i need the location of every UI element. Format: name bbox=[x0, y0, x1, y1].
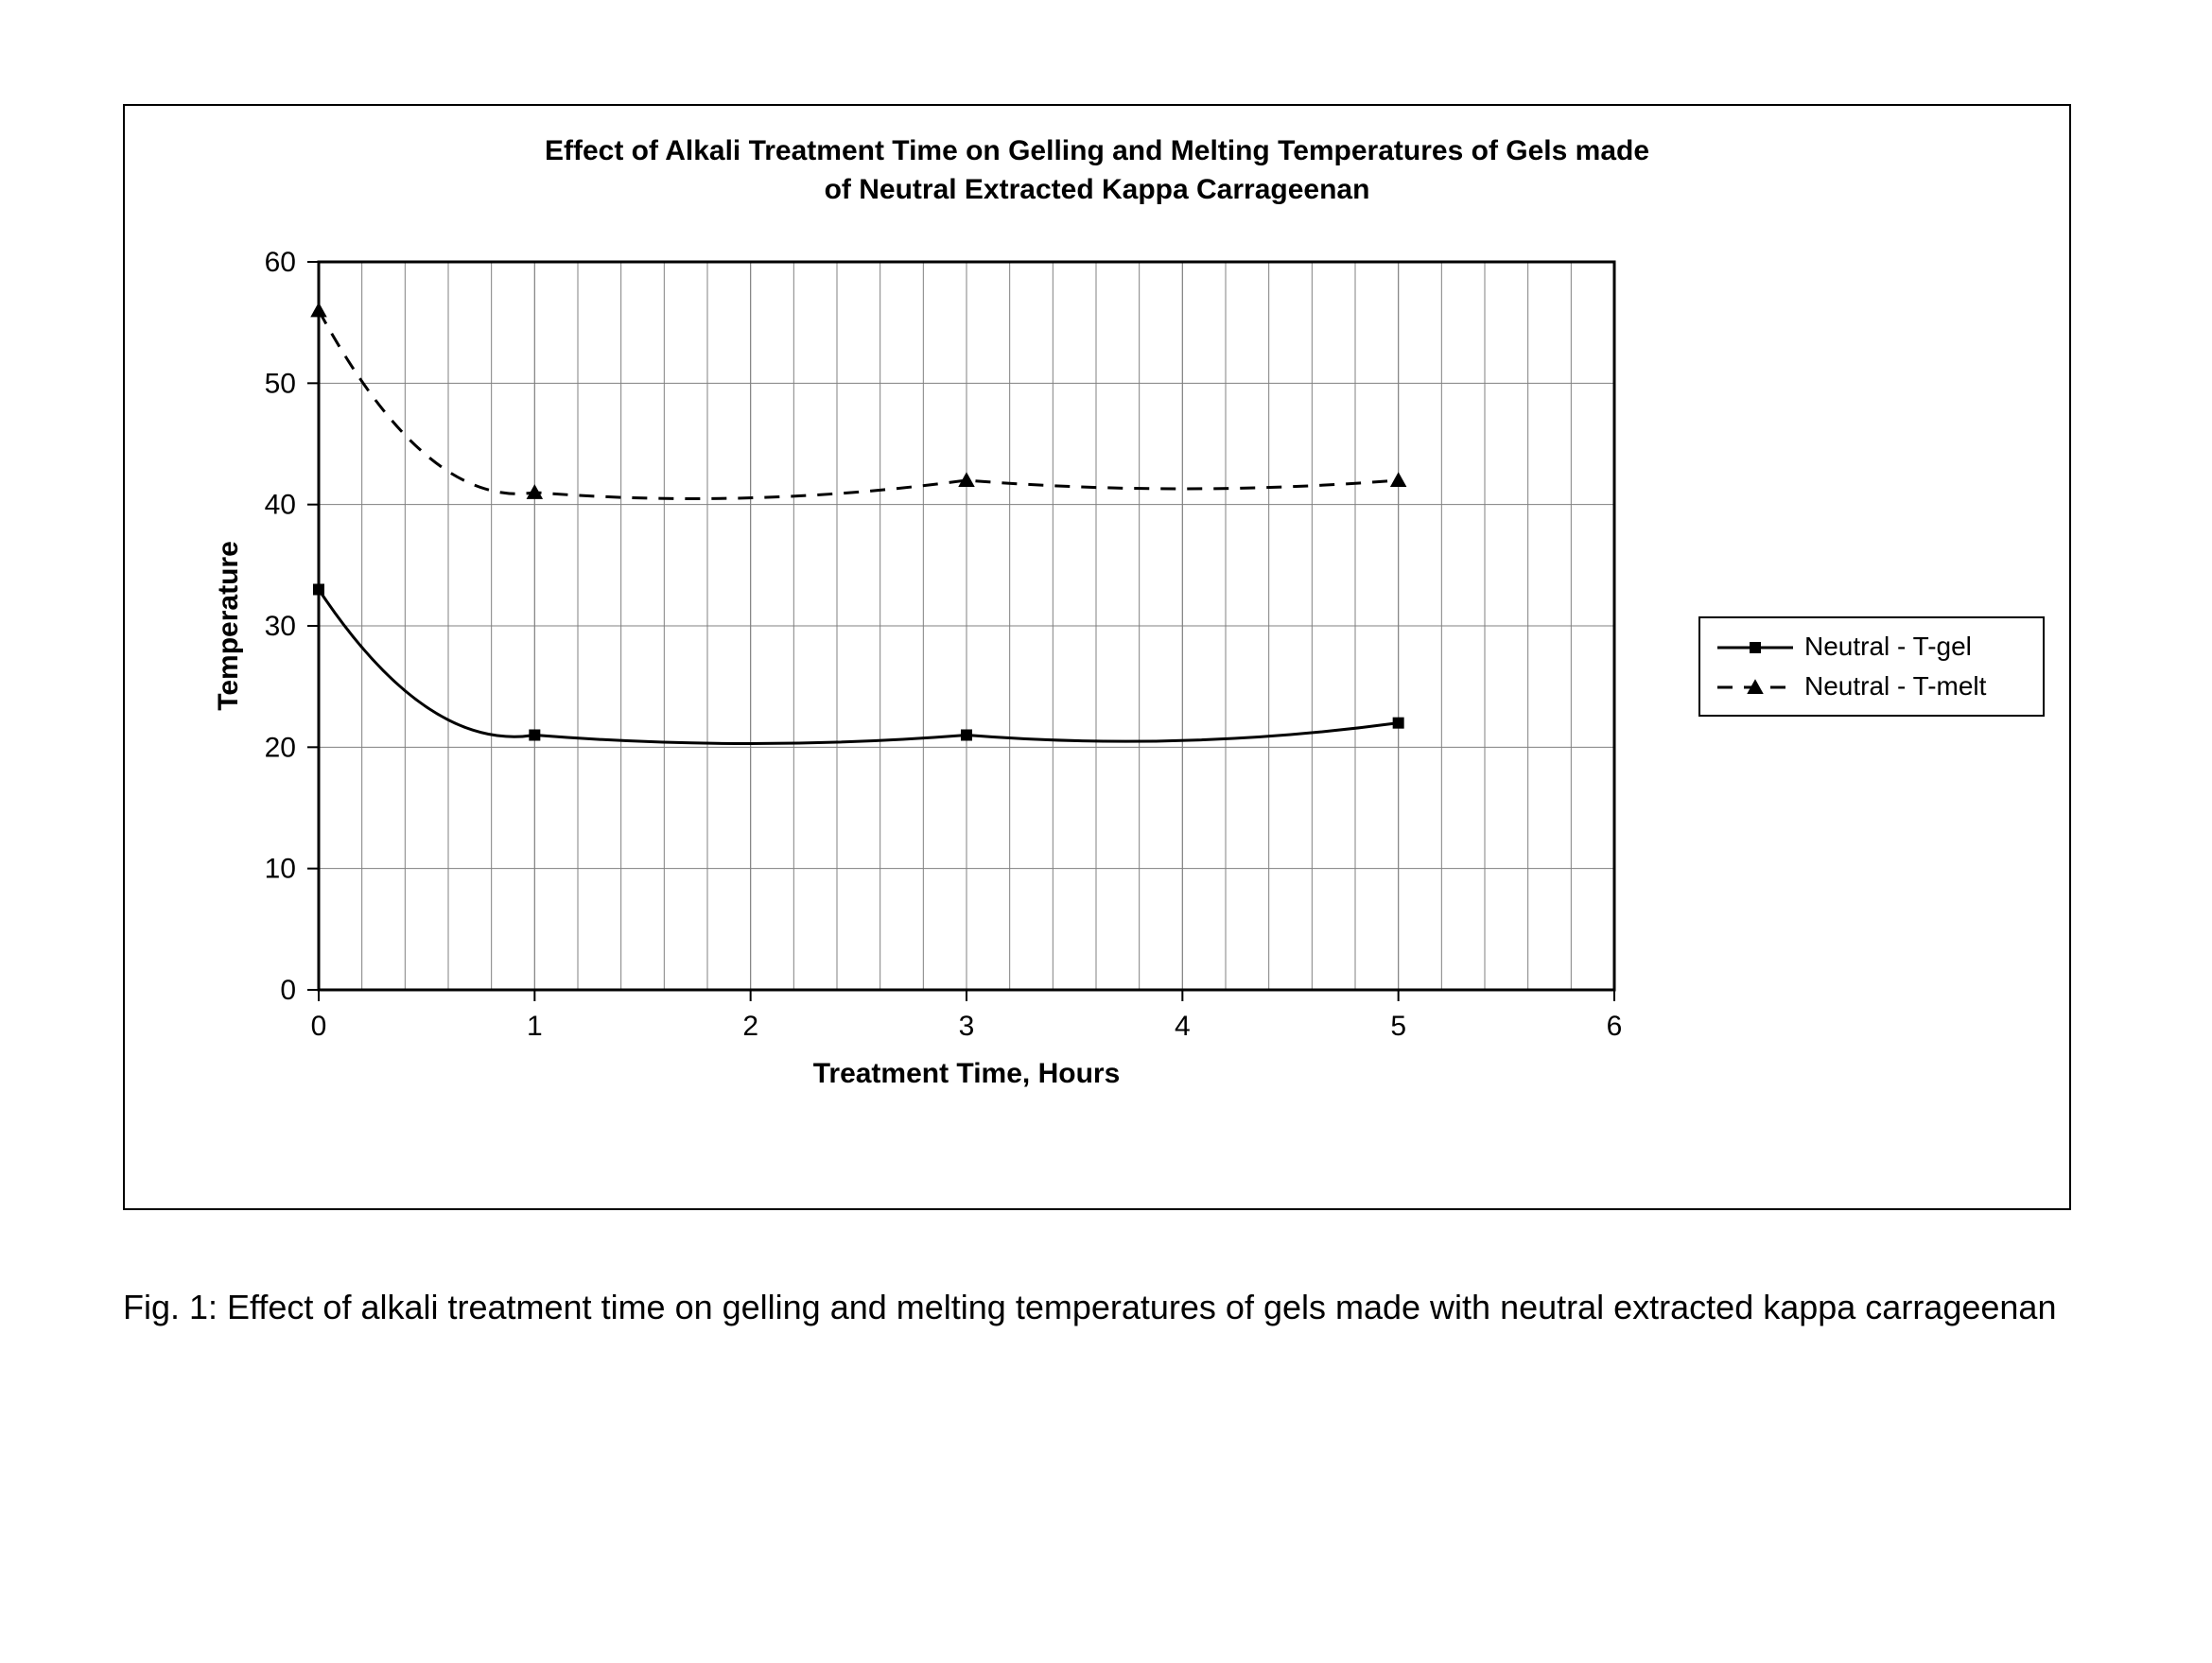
svg-text:50: 50 bbox=[265, 368, 296, 399]
svg-text:Treatment Time, Hours: Treatment Time, Hours bbox=[813, 1058, 1121, 1089]
svg-text:3: 3 bbox=[959, 1011, 975, 1042]
svg-text:1: 1 bbox=[527, 1011, 543, 1042]
svg-text:0: 0 bbox=[311, 1011, 327, 1042]
svg-text:60: 60 bbox=[265, 247, 296, 278]
svg-text:5: 5 bbox=[1390, 1011, 1406, 1042]
page: Effect of Alkali Treatment Time on Gelli… bbox=[0, 0, 2212, 1663]
svg-text:4: 4 bbox=[1175, 1011, 1191, 1042]
svg-text:10: 10 bbox=[265, 854, 296, 885]
figure-caption: Fig. 1: Effect of alkali treatment time … bbox=[123, 1286, 2071, 1330]
figure-caption-text: Fig. 1: Effect of alkali treatment time … bbox=[123, 1288, 2056, 1326]
legend-item: Neutral - T-gel bbox=[1717, 632, 2026, 662]
svg-text:Temperature: Temperature bbox=[215, 541, 244, 711]
svg-text:40: 40 bbox=[265, 490, 296, 521]
svg-text:20: 20 bbox=[265, 732, 296, 763]
legend-item: Neutral - T-melt bbox=[1717, 671, 2026, 702]
chart-legend: Neutral - T-gel Neutral - T-melt bbox=[1698, 616, 2045, 717]
svg-text:0: 0 bbox=[280, 975, 296, 1006]
chart-plot: 01234560102030405060Treatment Time, Hour… bbox=[215, 243, 1643, 1094]
legend-label: Neutral - T-gel bbox=[1804, 632, 1972, 662]
chart-title-line1: Effect of Alkali Treatment Time on Gelli… bbox=[545, 135, 1649, 166]
legend-line-icon bbox=[1717, 675, 1793, 698]
chart-title-line2: of Neutral Extracted Kappa Carrageenan bbox=[825, 174, 1370, 205]
chart-title: Effect of Alkali Treatment Time on Gelli… bbox=[125, 132, 2069, 209]
legend-line-icon bbox=[1717, 635, 1793, 658]
svg-text:30: 30 bbox=[265, 611, 296, 642]
legend-label: Neutral - T-melt bbox=[1804, 671, 1986, 702]
chart-container: Effect of Alkali Treatment Time on Gelli… bbox=[123, 104, 2071, 1210]
svg-text:6: 6 bbox=[1607, 1011, 1623, 1042]
svg-text:2: 2 bbox=[742, 1011, 758, 1042]
